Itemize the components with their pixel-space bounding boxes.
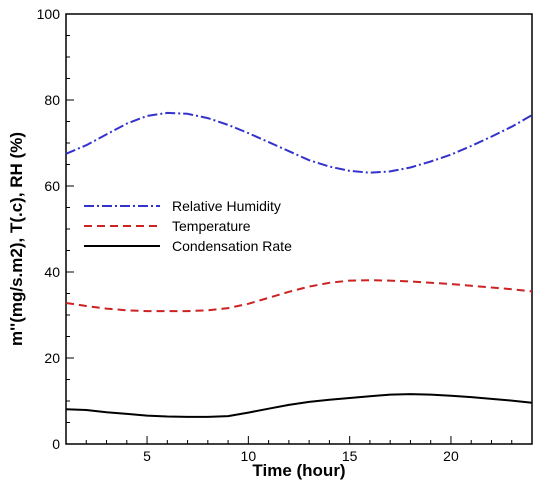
plot-frame <box>65 13 533 445</box>
y-tick-label: 100 <box>37 6 61 22</box>
y-tick-label: 20 <box>44 350 60 366</box>
x-tick-label: 15 <box>342 448 358 464</box>
y-tick-label: 80 <box>44 92 60 108</box>
y-axis-title: m''(mg/s.m2), T(.c), RH (%) <box>7 132 26 346</box>
x-axis-title: Time (hour) <box>252 461 345 480</box>
series-line-relative-humidity <box>65 111 533 174</box>
legend-label: Condensation Rate <box>172 238 292 254</box>
plot-axes: 0 20 40 60 80 100 5 10 15 20 <box>37 6 533 464</box>
series-line-temperature <box>65 279 533 313</box>
x-tick-label: 10 <box>241 448 257 464</box>
x-tick-label: 20 <box>443 448 459 464</box>
legend: Relative Humidity Temperature Condensation… <box>84 198 292 254</box>
y-tick-label: 0 <box>52 436 60 452</box>
legend-label: Temperature <box>172 218 251 234</box>
series-line-condensation-rate <box>65 393 533 418</box>
y-tick-label: 40 <box>44 264 60 280</box>
series-layer <box>65 111 533 418</box>
y-tick-label: 60 <box>44 178 60 194</box>
legend-label: Relative Humidity <box>172 198 281 214</box>
x-tick-label: 5 <box>143 448 151 464</box>
